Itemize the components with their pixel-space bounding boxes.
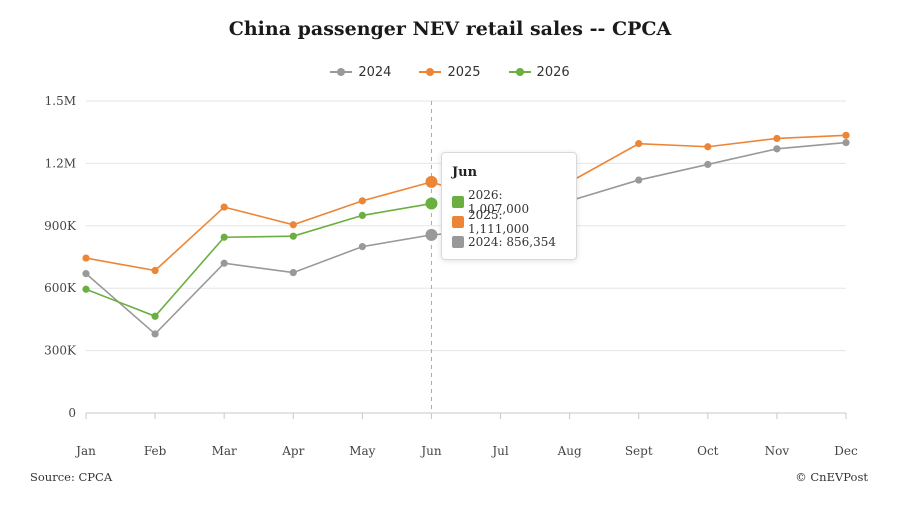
data-point-2025[interactable] <box>704 143 712 151</box>
x-tick-label: Dec <box>834 444 858 458</box>
legend-swatch-2024-icon <box>330 67 353 77</box>
y-tick-label: 300K <box>44 344 77 358</box>
data-point-2025[interactable] <box>425 175 438 188</box>
x-tick-label: Jun <box>419 444 442 458</box>
y-tick-label: 900K <box>44 219 77 233</box>
x-tick-label: Mar <box>212 444 237 458</box>
data-point-2024[interactable] <box>635 176 643 184</box>
tooltip-value-2026: 2026: 1,007,000 <box>468 188 530 216</box>
source-note: Source: CPCA <box>30 470 113 484</box>
legend-label-2026: 2026 <box>536 64 570 80</box>
data-point-2025[interactable] <box>220 203 228 211</box>
legend-swatch-2026-icon <box>508 67 531 77</box>
tooltip-value-2024: 2024: 856,354 <box>468 235 557 249</box>
data-point-2025[interactable] <box>82 254 90 262</box>
data-point-2026[interactable] <box>82 285 90 293</box>
data-point-2024[interactable] <box>842 139 850 147</box>
tooltip-title: Jun <box>452 165 478 180</box>
x-tick-label: Sept <box>625 444 653 458</box>
tooltip-swatch-2024-icon <box>452 236 464 248</box>
tooltip-swatch-2026-icon <box>452 196 464 208</box>
y-tick-label: 0 <box>68 406 76 420</box>
y-tick-label: 1.5M <box>45 94 76 108</box>
y-tick-label: 600K <box>44 281 77 295</box>
legend-label-2025: 2025 <box>447 64 481 80</box>
legend-item-2024[interactable]: 2024 <box>330 62 391 82</box>
data-point-2026[interactable] <box>289 232 297 240</box>
data-point-2025[interactable] <box>635 140 643 148</box>
x-tick-label: Apr <box>281 444 304 458</box>
data-point-2024[interactable] <box>151 330 159 338</box>
x-tick-label: Aug <box>557 444 582 458</box>
x-tick-label: Oct <box>697 444 719 458</box>
series-line-2026 <box>85 202 432 318</box>
legend-item-2025[interactable]: 2025 <box>419 62 481 82</box>
data-point-2025[interactable] <box>842 131 850 139</box>
chart-legend: 2024 2025 2026 <box>0 62 900 82</box>
x-tick-label: Feb <box>144 444 167 458</box>
legend-swatch-2025-icon <box>419 67 442 77</box>
credit-note[interactable]: © CnEVPost <box>795 470 868 484</box>
legend-label-2024: 2024 <box>358 64 392 80</box>
data-point-2026[interactable] <box>425 197 438 210</box>
tooltip-swatch-2025-icon <box>452 216 464 228</box>
x-tick-label: Jan <box>74 444 96 458</box>
chart-tooltip: Jun 2026: 1,007,000 2025: 1,111,000 2024… <box>441 152 577 260</box>
data-point-2024[interactable] <box>82 270 90 278</box>
legend-item-2026[interactable]: 2026 <box>508 62 570 82</box>
data-point-2026[interactable] <box>220 233 228 241</box>
x-tick-label: May <box>349 444 375 458</box>
data-point-2024[interactable] <box>220 259 228 267</box>
data-point-2024[interactable] <box>425 228 438 241</box>
data-point-2025[interactable] <box>773 134 781 143</box>
x-tick-label: Nov <box>765 444 790 458</box>
data-point-2025[interactable] <box>289 221 297 229</box>
y-tick-label: 1.2M <box>45 156 76 170</box>
chart-title: China passenger NEV retail sales -- CPCA <box>228 18 672 40</box>
x-tick-label: Jul <box>490 444 509 458</box>
data-point-2026[interactable] <box>358 211 366 219</box>
data-point-2024[interactable] <box>358 243 366 251</box>
data-point-2025[interactable] <box>151 266 159 275</box>
tooltip-value-2025: 2025: 1,111,000 <box>468 208 530 236</box>
data-point-2024[interactable] <box>773 145 781 153</box>
data-point-2024[interactable] <box>289 269 297 277</box>
data-point-2024[interactable] <box>704 160 712 169</box>
tooltip-row-2024: 2024: 856,354 <box>452 232 566 252</box>
data-point-2025[interactable] <box>358 197 366 205</box>
tooltip-row-2026: 2026: 1,007,000 <box>452 188 566 216</box>
tooltip-row-2025: 2025: 1,111,000 <box>452 208 566 236</box>
data-point-2026[interactable] <box>151 312 159 320</box>
